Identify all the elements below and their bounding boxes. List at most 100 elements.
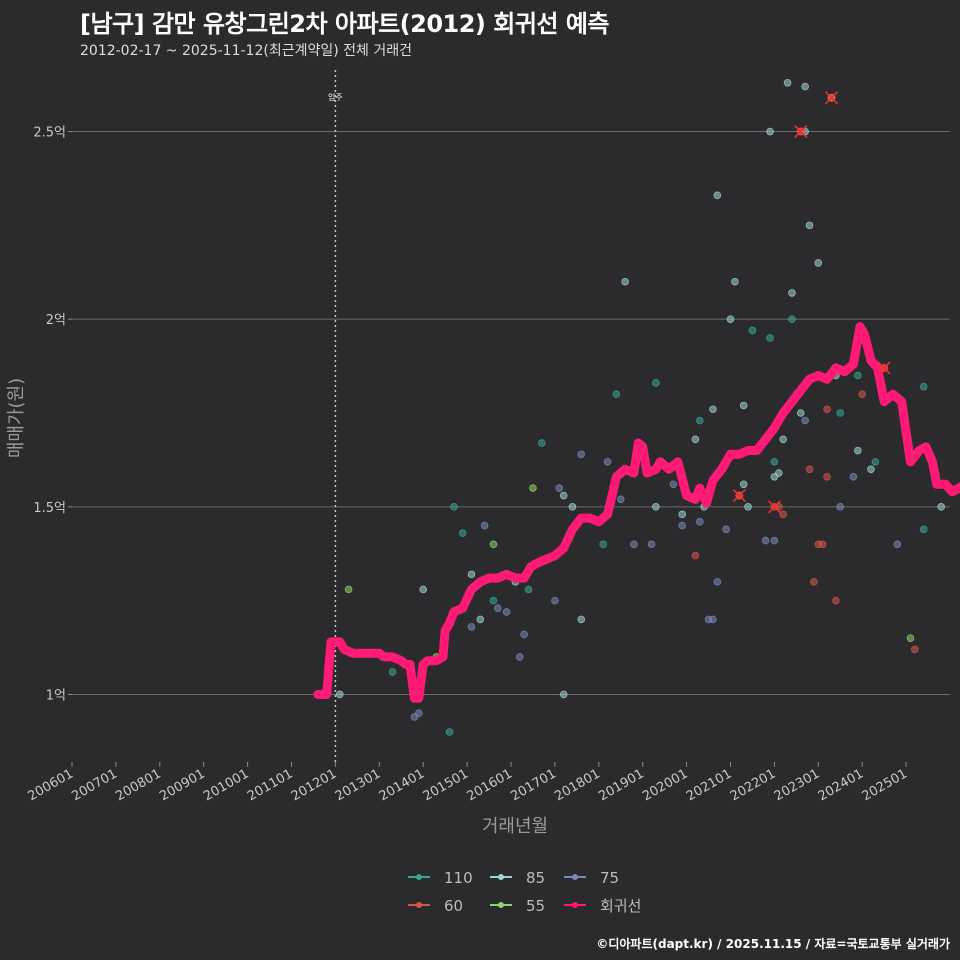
data-point-110 [599, 540, 607, 549]
data-point-75 [515, 653, 524, 661]
data-point-75 [616, 495, 625, 504]
data-point-75 [893, 540, 902, 549]
data-point-85 [476, 615, 485, 624]
x-tick-label: 200801 [113, 766, 163, 804]
data-point-110 [854, 371, 862, 380]
y-axis-title: 매매가(원) [6, 378, 27, 458]
x-tick-label: 201601 [465, 766, 515, 804]
data-point-75 [502, 608, 511, 616]
data-point-85 [678, 510, 687, 519]
data-point-75 [551, 596, 559, 605]
data-point-60 [832, 596, 840, 605]
legend-swatch-dot [572, 874, 578, 880]
legend-swatch-dot [498, 874, 504, 880]
x-tick-label: 202501 [860, 766, 910, 804]
regression-layer [313, 322, 960, 703]
move-in-annotation: 입주 [328, 70, 343, 762]
data-point-85 [652, 503, 660, 511]
data-point-110 [766, 334, 774, 342]
data-point-110 [770, 457, 779, 466]
regression-line [313, 322, 960, 703]
data-point-75 [577, 450, 586, 459]
highlight-x-mark [732, 488, 746, 503]
x-tick-label: 201001 [201, 766, 251, 804]
legend-label: 55 [526, 897, 545, 915]
data-point-55 [906, 634, 915, 642]
data-point-75 [770, 536, 779, 545]
legend-label: 회귀선 [600, 897, 641, 915]
data-point-55 [529, 484, 537, 492]
x-tick-label: 201301 [333, 766, 383, 804]
legend-swatch-dot [572, 902, 578, 908]
data-point-110 [871, 457, 880, 466]
data-point-75 [480, 521, 489, 530]
data-point-75 [494, 604, 502, 612]
legend-label: 60 [444, 897, 463, 915]
data-point-75 [836, 503, 845, 511]
data-point-75 [630, 540, 638, 549]
data-point-110 [919, 525, 928, 534]
data-point-85 [801, 82, 809, 91]
legend-swatch-dot [416, 902, 422, 908]
data-point-85 [739, 480, 748, 489]
legend: 110 60 85 55 75 회귀선 [408, 869, 641, 915]
data-point-60 [691, 551, 700, 560]
data-point-55 [344, 585, 353, 594]
data-point-110 [788, 315, 796, 323]
legend-label: 85 [526, 869, 545, 887]
data-point-75 [555, 484, 564, 492]
y-tick-label: 2억 [46, 313, 66, 328]
x-tick-label: 201201 [289, 766, 339, 804]
data-point-110 [652, 379, 660, 387]
data-point-85 [774, 469, 783, 477]
data-point-75 [801, 416, 809, 425]
data-point-75 [415, 709, 423, 718]
data-point-85 [796, 409, 805, 417]
grid-lines [72, 131, 950, 695]
data-point-85 [709, 405, 717, 414]
data-point-85 [691, 435, 700, 444]
data-point-110 [748, 326, 757, 335]
x-tick-label: 202201 [728, 766, 778, 804]
highlight-x-mark [824, 91, 839, 105]
data-point-60 [805, 465, 814, 474]
data-point-75 [761, 536, 770, 545]
y-axis: 1억 1.5억 2억 2.5억 [33, 126, 72, 703]
data-point-75 [603, 457, 612, 466]
highlight-x-marks [732, 91, 891, 514]
data-point-85 [559, 690, 568, 699]
data-point-75 [647, 540, 656, 549]
data-point-85 [419, 585, 428, 594]
data-point-60 [911, 645, 919, 654]
x-tick-label: 201101 [245, 766, 295, 804]
legend-label: 110 [444, 869, 473, 887]
data-point-85 [867, 465, 875, 474]
data-point-85 [805, 221, 814, 230]
data-point-75 [704, 615, 713, 624]
y-tick-label: 1.5억 [33, 501, 66, 516]
data-point-85 [621, 277, 629, 286]
data-point-110 [450, 503, 458, 511]
x-axis: 2006012007012008012009012010012011012012… [26, 762, 910, 804]
x-tick-label: 201501 [421, 766, 471, 804]
data-point-85 [814, 259, 823, 267]
data-point-85 [577, 615, 586, 624]
data-point-60 [823, 405, 831, 414]
data-point-75 [467, 623, 476, 631]
data-point-75 [849, 472, 858, 481]
data-point-85 [739, 401, 748, 410]
data-point-85 [713, 191, 722, 200]
data-point-85 [731, 277, 739, 286]
legend-swatch-dot [416, 874, 422, 880]
data-point-60 [779, 510, 787, 519]
x-tick-label: 202301 [772, 766, 822, 804]
data-point-85 [744, 503, 752, 511]
legend-label: 75 [600, 869, 619, 887]
x-tick-label: 200701 [69, 766, 119, 804]
data-point-110 [524, 585, 533, 594]
data-point-85 [726, 315, 735, 323]
x-tick-label: 200901 [157, 766, 207, 804]
x-tick-label: 202101 [684, 766, 734, 804]
highlight-x-mark [767, 500, 781, 514]
